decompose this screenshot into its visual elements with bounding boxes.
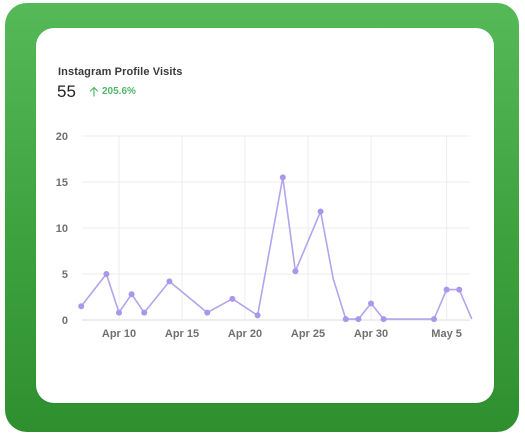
data-point	[317, 208, 324, 215]
data-point	[229, 295, 236, 302]
data-point	[279, 174, 286, 181]
data-point	[166, 278, 173, 285]
total-visits-value: 55	[57, 82, 76, 101]
y-tick-label: 5	[62, 269, 68, 281]
y-tick-label: 20	[56, 131, 68, 143]
data-point	[380, 316, 387, 323]
x-tick-label: Apr 30	[354, 328, 388, 340]
series-line	[80, 176, 473, 320]
data-point	[342, 316, 349, 323]
data-point	[254, 312, 261, 319]
arrow-up-icon	[89, 86, 99, 97]
x-tick-label: Apr 15	[165, 328, 199, 340]
y-tick-label: 0	[62, 315, 68, 327]
data-point	[431, 316, 437, 323]
x-tick-label: Apr 20	[228, 328, 262, 340]
data-point	[141, 309, 148, 316]
change-indicator: 205.6%	[89, 86, 136, 97]
data-point	[456, 286, 463, 293]
data-point	[443, 286, 450, 293]
data-point	[103, 271, 110, 277]
x-tick-label: Apr 10	[102, 328, 136, 340]
data-point	[78, 303, 85, 310]
change-percent: 205.6%	[102, 86, 136, 97]
data-point	[368, 300, 374, 307]
chart-title: Instagram Profile Visits	[58, 66, 183, 78]
data-point	[128, 291, 135, 298]
y-tick-label: 10	[56, 223, 68, 235]
data-point	[355, 316, 362, 323]
y-tick-label: 15	[56, 177, 68, 189]
data-point	[116, 309, 122, 316]
x-tick-label: Apr 25	[291, 328, 325, 340]
x-tick-label: May 5	[431, 328, 462, 340]
data-point	[292, 268, 299, 275]
chart-card	[36, 28, 494, 403]
data-point	[204, 309, 211, 316]
